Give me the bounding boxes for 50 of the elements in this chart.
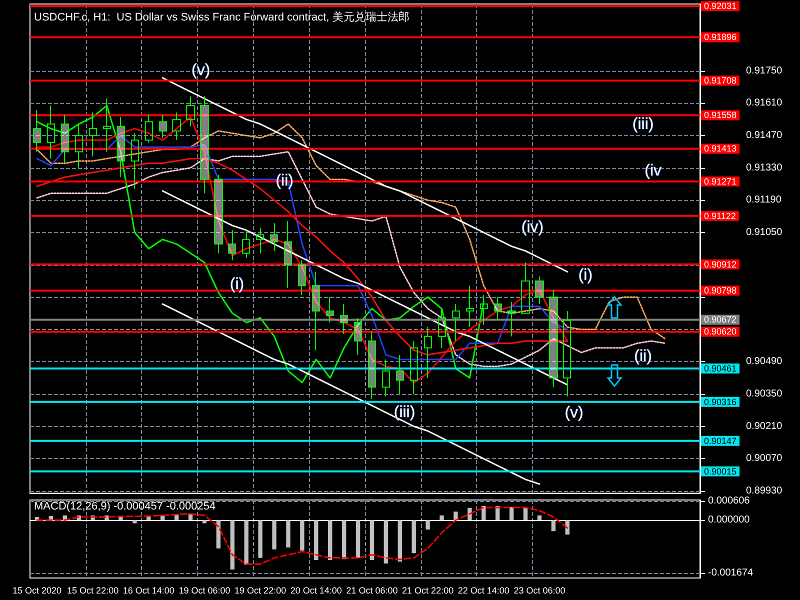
ref-line-label: 0.90316	[704, 396, 737, 407]
y-tick-label: 0.91330	[746, 162, 783, 174]
ref-line-label: 0.90461	[704, 363, 737, 374]
ref-line-label: 0.90798	[704, 286, 737, 296]
ref-line-label: 0.90912	[704, 259, 737, 270]
ref-line-label: 0.90015	[704, 466, 737, 476]
x-tick-label: 21 Oct 06:00	[346, 586, 398, 596]
x-tick-label: 20 Oct 14:00	[290, 586, 342, 596]
y-tick-label: 0.91190	[746, 194, 782, 206]
ref-line-label: 0.91271	[704, 176, 737, 186]
y-tick-label: 0.90210	[746, 420, 783, 432]
y-tick-label: 0.90490	[746, 356, 783, 368]
annotation: (i)	[578, 267, 593, 284]
text: USDCHF.c, H1: US Dollar vs Swiss Franc Forward contract, 美元兑瑞士法郎	[34, 10, 410, 24]
ref-line-label: 0.91558	[704, 110, 737, 120]
ref-line-label: 0.91708	[704, 76, 737, 86]
y-tick-label: 0.90350	[746, 388, 783, 400]
annotation: (iii)	[394, 404, 416, 422]
ref-line-label: 0.92031	[704, 1, 737, 12]
ref-line-label: 0.90147	[704, 436, 737, 446]
x-tick-label: 21 Oct 22:00	[402, 586, 454, 596]
annotation: (v)	[192, 62, 210, 79]
y-tick-label: 0.91610	[746, 98, 783, 109]
ref-line-label: 0.91413	[704, 144, 737, 154]
x-tick-label: 19 Oct 06:00	[178, 586, 230, 596]
ref-line-label: 0.90620	[704, 326, 737, 337]
y-tick-label: 0.000000	[708, 514, 750, 526]
y-tick-label: 0.91750	[746, 65, 783, 76]
annotation: (v)	[564, 404, 584, 422]
chart-title: MACD(12,26,9) -0.000457 -0.000254	[34, 500, 216, 512]
annotation: (iv)	[521, 218, 544, 236]
x-tick-label: 22 Oct 14:00	[458, 586, 510, 596]
x-tick-label: 15 Oct 2020	[12, 586, 62, 596]
annotation: (ii)	[634, 348, 652, 366]
y-tick-label: 0.000606	[708, 496, 750, 507]
x-tick-label: 16 Oct 14:00	[122, 586, 174, 596]
y-tick-label: 0.91050	[746, 227, 783, 238]
y-tick-label: 0.91470	[746, 130, 783, 142]
y-tick-label: 0.90070	[746, 453, 783, 464]
annotation: (i)	[230, 276, 244, 293]
x-tick-label: 15 Oct 22:00	[67, 586, 119, 596]
y-tick-label: 0.89930	[746, 486, 783, 496]
y-tick-label: -0.001674	[708, 567, 754, 578]
ref-line-label: 0.91122	[704, 210, 736, 221]
ref-line-label: 0.90672	[704, 314, 737, 325]
x-tick-label: 19 Oct 22:00	[234, 586, 286, 596]
annotation: (iv	[644, 162, 662, 180]
annotation: (iii)	[632, 116, 654, 133]
ref-line-label: 0.91896	[704, 32, 737, 42]
x-tick-label: 23 Oct 06:00	[514, 586, 566, 596]
